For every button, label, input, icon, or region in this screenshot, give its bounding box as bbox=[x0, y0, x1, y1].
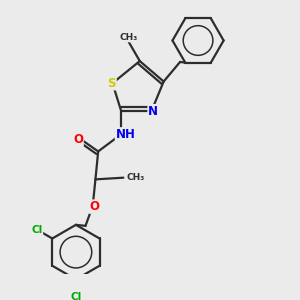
Text: CH₃: CH₃ bbox=[127, 173, 145, 182]
Text: O: O bbox=[89, 200, 99, 213]
Text: Cl: Cl bbox=[31, 225, 43, 235]
Text: NH: NH bbox=[116, 128, 135, 141]
Text: CH₃: CH₃ bbox=[120, 33, 138, 42]
Text: Cl: Cl bbox=[70, 292, 82, 300]
Text: N: N bbox=[148, 105, 158, 118]
Text: O: O bbox=[73, 133, 83, 146]
Text: S: S bbox=[108, 77, 116, 90]
